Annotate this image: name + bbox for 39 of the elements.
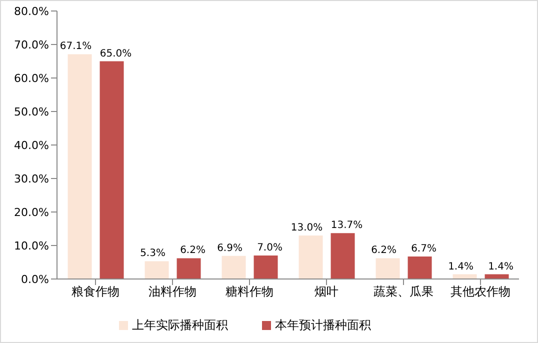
y-tick-label: 70.0% [14,38,49,52]
y-tick-label: 0.0% [21,272,49,286]
bar [376,258,400,279]
bar [144,261,169,279]
legend-label: 上年实际播种面积 [132,318,228,332]
data-label: 13.0% [290,222,323,234]
data-label: 65.0% [100,48,132,60]
bar [100,61,124,279]
x-tick-label: 蔬菜、瓜果 [374,284,434,299]
bar [176,258,201,279]
data-label: 13.7% [330,220,363,232]
bar [68,54,92,279]
data-label: 67.1% [60,41,92,52]
x-tick-label: 油料作物 [148,284,196,299]
bar [254,256,278,279]
bar [298,235,323,279]
data-label: 5.3% [140,248,166,260]
bar [408,256,432,279]
y-tick-label: 50.0% [14,105,49,118]
y-tick-label: 20.0% [14,206,49,219]
data-label: 6.9% [217,242,242,254]
y-tick-label: 80.0% [14,4,49,18]
bar [330,233,355,279]
data-label: 1.4% [448,261,474,272]
y-tick-label: 40.0% [14,138,49,152]
x-tick-label: 其他农作物 [450,284,510,299]
x-tick-label: 糖料作物 [226,284,274,299]
y-tick-label: 60.0% [14,72,49,85]
data-label: 6.2% [180,245,206,256]
x-tick-label: 烟叶 [314,284,338,299]
data-label: 6.2% [371,245,396,256]
x-tick-label: 粮食作物 [72,284,120,299]
y-tick-label: 30.0% [14,172,49,186]
data-label: 1.4% [488,261,514,272]
data-label: 7.0% [257,242,282,254]
bar [222,256,246,279]
data-label: 6.7% [411,244,436,255]
legend-label: 本年预计播种面积 [275,318,371,332]
y-tick-label: 10.0% [14,239,49,252]
